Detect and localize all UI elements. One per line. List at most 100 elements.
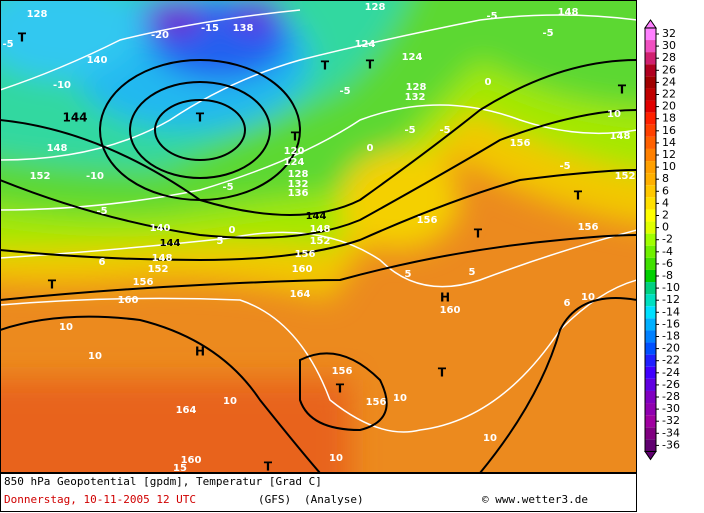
contour-label: 136 (288, 188, 309, 199)
map (0, 0, 637, 473)
contour-label: T (474, 227, 483, 241)
colorbar-swatch (645, 439, 656, 452)
contour-label: 0 (229, 225, 236, 236)
contour-label: 144 (306, 211, 327, 222)
contour-label: 156 (366, 397, 387, 408)
contour-label: 148 (152, 253, 173, 264)
colorbar-swatch (645, 185, 656, 198)
colorbar-swatch (645, 161, 656, 174)
contour-label: 148 (47, 143, 68, 154)
map-labels: 1441441441481521561601641601641601561521… (2, 2, 635, 474)
contour-label: 156 (133, 277, 154, 288)
colorbar-label: -20 (662, 342, 680, 355)
colorbar-swatch (645, 330, 656, 343)
colorbar-arrow-top (644, 19, 657, 29)
colorbar-label: 14 (662, 136, 676, 149)
colorbar-label: 2 (662, 209, 669, 222)
colorbar-swatch (645, 197, 656, 210)
colorbar-swatch (645, 88, 656, 101)
colorbar-label: -6 (662, 257, 673, 270)
contour-label: -20 (151, 30, 169, 41)
colorbar-swatch (645, 306, 656, 319)
colorbar-swatch (645, 112, 656, 125)
colorbar-label: -36 (662, 438, 680, 451)
contour-label: 160 (292, 264, 313, 275)
contour-label: 128 (365, 2, 386, 13)
contour-label: 156 (332, 366, 353, 377)
colorbar-frame (644, 27, 657, 452)
contour-label: T (18, 31, 27, 45)
colorbar-swatch (645, 269, 656, 283)
colorbar-swatch (645, 342, 656, 355)
colorbar-label: 32 (662, 27, 676, 40)
colorbar-label: -14 (662, 305, 680, 318)
colorbar-label: 26 (662, 63, 676, 76)
footer-box (0, 473, 637, 512)
colorbar-label: -2 (662, 233, 673, 246)
contour-label: 152 (615, 171, 636, 182)
contour-label: -5 (439, 125, 450, 136)
colorbar-swatch (645, 403, 656, 416)
footer-title: 850 hPa Geopotential [gpdm], Temperatur … (4, 475, 322, 488)
colorbar-swatch (645, 64, 656, 77)
colorbar-swatch (645, 282, 656, 295)
colorbar-swatch (645, 318, 656, 331)
contour-label: 10 (59, 322, 73, 333)
contour-label: T (291, 130, 300, 144)
colorbar-swatch (645, 136, 656, 149)
contour-label: -5 (339, 86, 350, 97)
colorbar-label: 8 (662, 172, 669, 185)
contour-label: 132 (288, 179, 309, 190)
colorbar-label: -28 (662, 390, 680, 403)
colorbar-swatch (645, 221, 656, 234)
contour-label: 124 (355, 39, 376, 50)
colorbar-label: 22 (662, 88, 676, 101)
contour-label: 128 (406, 82, 427, 93)
contour-label: 10 (329, 453, 343, 464)
colorbar-label: 18 (662, 112, 676, 125)
contour-label: 5 (217, 236, 224, 247)
colorbar-label: -12 (662, 293, 680, 306)
contour-label: 160 (181, 455, 202, 466)
contour-label: 5 (469, 267, 476, 278)
contour-label: T (366, 58, 375, 72)
contour-label: 152 (148, 264, 169, 275)
contour-label: 156 (417, 215, 438, 226)
colorbar-label: 20 (662, 100, 676, 113)
contour-label: 148 (558, 7, 579, 18)
contour-label: T (264, 460, 273, 474)
colorbar-swatch (645, 27, 656, 41)
contour-label: -5 (542, 28, 553, 39)
contour-label: -5 (96, 206, 107, 217)
contour-label: 156 (510, 138, 531, 149)
contour-label: -5 (404, 125, 415, 136)
contour-label: 124 (402, 52, 423, 63)
colorbar-label: 12 (662, 148, 676, 161)
colorbar-label: 28 (662, 51, 676, 64)
colorbar-label: -16 (662, 317, 680, 330)
contour-label: T (438, 366, 447, 380)
contour-label: 144 (62, 111, 87, 125)
contour-label: 140 (150, 223, 171, 234)
colorbar-swatch (645, 354, 656, 367)
contour-label: 140 (87, 55, 108, 66)
contour-label: -10 (53, 80, 71, 91)
colorbar-label: -8 (662, 269, 673, 282)
contour-label: 10 (88, 351, 102, 362)
contour-label: -5 (222, 182, 233, 193)
colorbar-swatch (645, 415, 656, 428)
contour-label: 124 (284, 157, 305, 168)
contour-label: 144 (160, 238, 181, 249)
contour-label: -5 (486, 11, 497, 22)
colorbar-swatch (645, 233, 656, 246)
geopotential-contours (0, 59, 637, 473)
map-frame (0, 0, 637, 473)
contour-label: 132 (405, 92, 426, 103)
colorbar-label: 4 (662, 196, 669, 209)
footer-date: Donnerstag, 10-11-2005 12 UTC (4, 493, 196, 506)
contour-label: 10 (393, 393, 407, 404)
colorbar-swatch (645, 366, 656, 379)
colorbar-swatch (645, 52, 656, 65)
contour-label: 156 (295, 249, 316, 260)
